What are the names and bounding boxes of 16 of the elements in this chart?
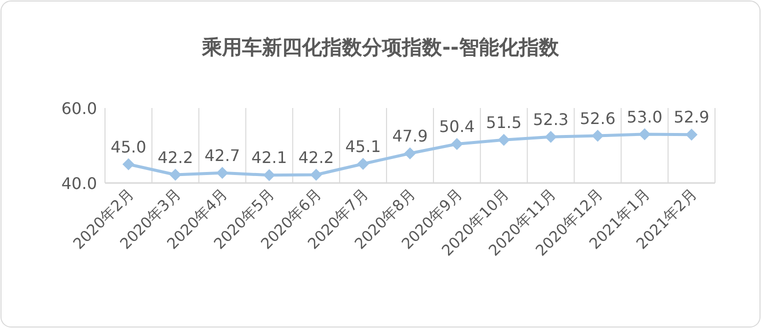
data-label: 52.9 [674,108,710,127]
data-label: 52.3 [532,110,569,129]
data-label: 42.2 [298,148,334,167]
data-label: 51.5 [486,112,522,132]
data-label: 42.7 [204,146,240,165]
data-label: 47.9 [392,126,428,146]
data-label: 42.1 [251,148,288,168]
data-label: 42.2 [158,148,194,167]
chart-title: 乘用车新四化指数分项指数--智能化指数 [201,35,560,59]
data-label: 45.0 [110,137,146,156]
y-tick-label: 40.0 [61,174,97,193]
data-label: 45.1 [345,136,381,156]
data-label: 50.4 [439,117,475,136]
data-label: 53.0 [626,107,662,126]
data-label: 52.6 [580,108,616,128]
y-tick-label: 60.0 [61,99,97,118]
